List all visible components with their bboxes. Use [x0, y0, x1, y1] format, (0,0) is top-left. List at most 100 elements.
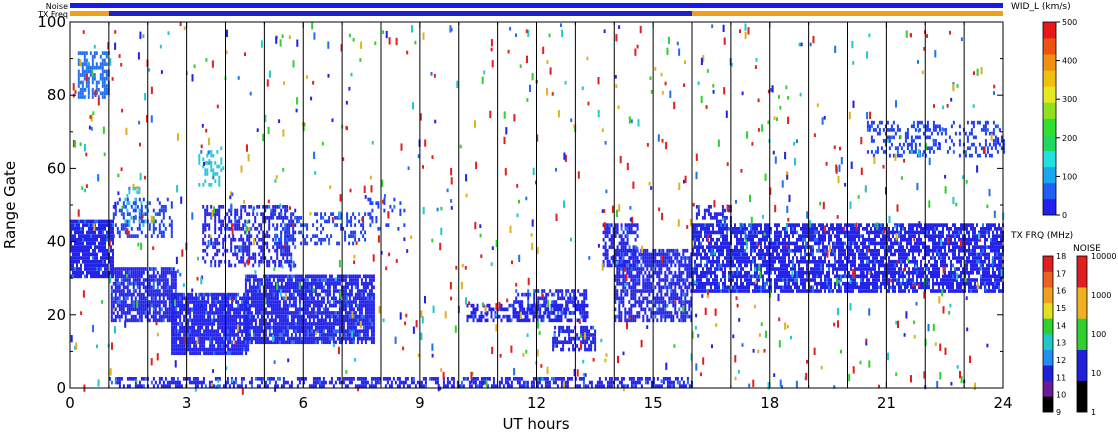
echo-cell	[292, 285, 295, 290]
echo-cell	[110, 256, 112, 260]
echo-cell	[250, 292, 253, 297]
echo-cell	[181, 296, 184, 301]
echo-cell	[229, 307, 232, 312]
echo-cell	[648, 285, 651, 290]
echo-cell	[336, 300, 339, 304]
echo-cell	[164, 270, 167, 275]
echo-cell	[576, 318, 579, 323]
echo-cell	[312, 333, 315, 337]
echo-cell	[320, 333, 323, 337]
echo-cell	[110, 219, 112, 224]
echo-cell	[350, 278, 353, 282]
echo-cell	[175, 329, 178, 334]
echo-cell	[740, 274, 742, 279]
echo-cell	[650, 267, 653, 271]
echo-cell	[698, 237, 700, 242]
echo-cell	[229, 322, 232, 326]
echo-cell	[168, 296, 171, 301]
echo-cell	[82, 223, 84, 227]
echo-cell	[294, 263, 297, 268]
echo-cell	[377, 205, 380, 209]
echo-cell	[214, 263, 217, 268]
echo-cell	[318, 336, 321, 341]
echo-cell	[344, 230, 347, 235]
echo-cell	[205, 347, 208, 352]
echo-cell	[672, 314, 675, 319]
echo-cell	[302, 278, 305, 282]
echo-cell	[371, 219, 374, 224]
echo-cell	[740, 245, 742, 249]
echo-cell	[584, 314, 587, 319]
echo-cell	[534, 314, 537, 319]
echo-cell	[572, 336, 575, 341]
echo-cell	[570, 340, 573, 345]
echo-cell	[80, 267, 82, 271]
echo-cell	[672, 259, 675, 264]
echo-cell	[262, 248, 265, 253]
echo-cell	[557, 296, 560, 301]
echo-cell	[292, 237, 295, 242]
echo-cell	[294, 303, 297, 308]
echo-cell	[728, 274, 730, 279]
echo-cell	[298, 314, 301, 319]
echo-cell	[229, 311, 232, 315]
echo-cell	[282, 318, 285, 323]
echo-cell	[88, 248, 90, 253]
echo-cell	[256, 227, 259, 231]
echo-cell	[310, 289, 313, 293]
echo-cell	[338, 300, 341, 304]
echo-cell	[110, 259, 112, 264]
echo-cell	[120, 270, 123, 275]
echo-cell	[740, 289, 742, 293]
echo-cell	[318, 318, 321, 323]
echo-cell	[536, 377, 539, 381]
echo-cell	[189, 325, 192, 330]
echo-cell	[268, 322, 271, 326]
echo-cell	[662, 296, 665, 301]
echo-cell	[140, 303, 143, 308]
echo-cell	[240, 216, 243, 220]
echo-cell	[362, 314, 365, 319]
echo-cell	[352, 212, 355, 216]
echo-cell	[286, 336, 289, 341]
echo-cell	[348, 377, 351, 381]
echo-cell	[660, 300, 663, 304]
echo-cell	[308, 340, 311, 345]
echo-cell	[174, 384, 177, 388]
echo-cell	[187, 292, 190, 297]
echo-cell	[324, 289, 327, 293]
echo-cell	[452, 384, 455, 388]
echo-cell	[620, 241, 623, 246]
echo-cell	[104, 267, 106, 271]
echo-cell	[218, 384, 221, 388]
echo-cell	[221, 344, 224, 348]
echo-cell	[207, 322, 210, 326]
echo-cell	[92, 237, 94, 242]
echo-cell	[314, 322, 317, 326]
echo-cell	[638, 281, 641, 286]
echo-cell	[84, 256, 86, 260]
echo-cell	[190, 380, 193, 385]
echo-cell	[223, 340, 226, 345]
echo-cell	[290, 325, 293, 330]
echo-cell	[231, 329, 234, 334]
echo-cell	[164, 267, 167, 271]
echo-cell	[174, 278, 177, 282]
echo-cell	[148, 274, 151, 279]
echo-cell	[181, 307, 184, 312]
echo-cell	[515, 300, 518, 304]
echo-cell	[540, 314, 543, 319]
echo-cell	[536, 384, 539, 388]
echo-cell	[624, 289, 627, 293]
echo-cell	[214, 223, 217, 227]
echo-cell	[364, 380, 367, 385]
echo-cell	[546, 380, 549, 385]
echo-cell	[211, 303, 214, 308]
echo-cell	[680, 278, 683, 282]
echo-cell	[264, 205, 267, 209]
echo-cell	[676, 248, 679, 253]
echo-cell	[88, 237, 90, 242]
echo-cell	[168, 380, 171, 385]
echo-cell	[332, 329, 335, 334]
echo-cell	[237, 300, 240, 304]
